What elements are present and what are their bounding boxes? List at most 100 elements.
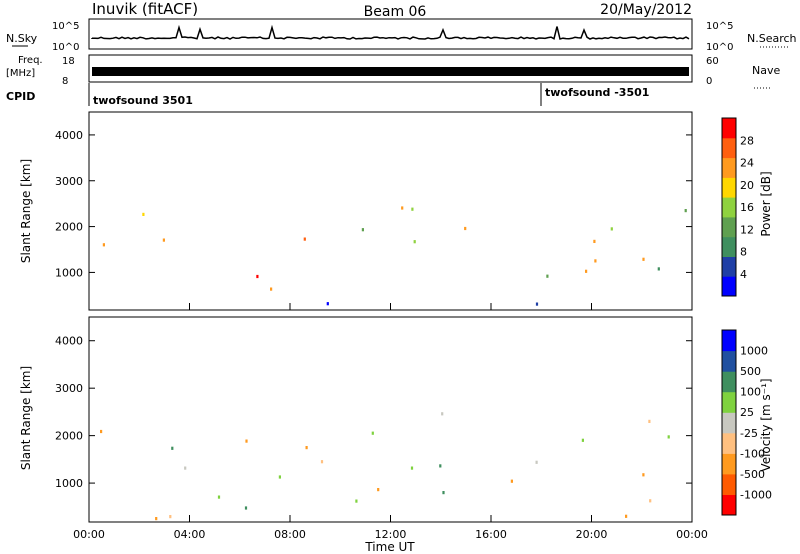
colorbar-swatch [722, 236, 736, 257]
data-cell [464, 226, 467, 231]
data-cell [546, 274, 549, 278]
colorbar-tick-label: -100 [740, 447, 765, 460]
colorbar-tick-label: 12 [740, 223, 754, 236]
colorbar-swatch [722, 330, 736, 352]
colorbar-tick-label: -1000 [740, 488, 772, 501]
colorbar-swatch [722, 453, 736, 475]
data-cell [256, 274, 259, 279]
data-cell [320, 460, 324, 464]
colorbar-tick-label: -500 [740, 468, 765, 481]
data-cell [413, 240, 416, 244]
nave-tick-top: 60 [706, 56, 719, 67]
data-cell [411, 207, 414, 211]
power-panel-frame [88, 111, 693, 311]
velocity-heatmap [100, 412, 670, 521]
data-cell [510, 479, 513, 483]
cpid-segment-2: twofsound -3501 [545, 86, 649, 99]
data-cell [648, 419, 651, 423]
data-cell [245, 439, 248, 443]
data-cell [326, 302, 329, 306]
velocity-y-label: Slant Range [km] [19, 366, 33, 470]
power-colorbar: 28 24 20 16 12 8 4 [721, 117, 754, 297]
colorbar-tick-label: 20 [740, 179, 754, 192]
colorbar-tick-label: 8 [740, 246, 747, 259]
colorbar-swatch [722, 157, 736, 178]
colorbar-tick-label: 28 [740, 134, 754, 147]
data-cell [401, 206, 404, 210]
colorbar-tick-label: 24 [740, 157, 754, 170]
station-title: Inuvik (fitACF) [92, 0, 198, 18]
data-cell [535, 460, 538, 464]
y-tick-label: 3000 [55, 382, 83, 395]
beam-title: Beam 06 [364, 4, 427, 20]
colorbar-tick-label: 4 [740, 268, 747, 281]
data-cell [305, 446, 308, 450]
y-tick-label: 1000 [55, 477, 83, 490]
data-cell [355, 499, 358, 503]
nsky-tick-top: 10^5 [52, 21, 79, 32]
data-cell [102, 243, 105, 247]
data-cell [270, 287, 273, 291]
nsearch-label: N.Search [747, 32, 797, 45]
nsearch-tick-bottom: 10^0 [706, 42, 733, 53]
data-cell [169, 515, 172, 519]
data-cell [278, 475, 281, 479]
colorbar-swatch [722, 412, 736, 434]
data-cell [610, 227, 613, 231]
nsky-label: N.Sky [6, 32, 38, 45]
colorbar-swatch [722, 216, 736, 238]
data-cell [303, 237, 306, 241]
velocity-y-axis: 1000 2000 3000 4000 [55, 335, 692, 490]
data-cell [410, 466, 414, 470]
data-cell [361, 228, 364, 232]
data-cell [142, 212, 145, 216]
data-cell [441, 412, 444, 416]
x-tick-label: 20:00 [576, 528, 608, 541]
freq-tick-bottom: 8 [62, 76, 68, 87]
colorbar-swatch [722, 391, 736, 413]
x-tick-label: 04:00 [174, 528, 206, 541]
colorbar-swatch [722, 494, 736, 516]
colorbar-swatch [722, 137, 736, 159]
colorbar-swatch [722, 118, 736, 139]
x-tick-label: 00:00 [73, 528, 105, 541]
colorbar-swatch [722, 371, 736, 393]
data-cell [171, 446, 174, 450]
power-colorbar-label: Power [dB] [759, 171, 773, 236]
data-cell [649, 499, 652, 503]
nsearch-tick-top: 10^5 [706, 21, 733, 32]
data-cell [162, 238, 165, 242]
time-axis: 00:00 04:00 08:00 12:00 16:00 20:00 00:00 [73, 303, 708, 541]
cpid-label: CPID [6, 90, 35, 103]
time-axis-label: Time UT [364, 540, 415, 554]
colorbar-tick-label: 16 [740, 201, 754, 214]
data-cell [217, 495, 221, 499]
y-tick-label: 2000 [55, 221, 83, 234]
colorbar-tick-label: 1000 [740, 345, 768, 358]
y-tick-label: 4000 [55, 335, 83, 348]
velocity-colorbar-label: Velocity [m s⁻¹] [759, 378, 773, 471]
colorbar-swatch [722, 197, 736, 218]
data-cell [593, 239, 596, 243]
colorbar-swatch [722, 177, 736, 198]
data-cell [642, 257, 645, 261]
y-tick-label: 4000 [55, 129, 83, 142]
data-cell [585, 269, 588, 273]
x-tick-label: 00:00 [676, 528, 708, 541]
data-cell [100, 429, 103, 434]
data-cell [684, 209, 687, 213]
data-cell [439, 464, 442, 468]
velocity-colorbar: 1000 500 100 25 -25 -100 -500 -1000 [721, 329, 772, 516]
data-cell [657, 267, 660, 271]
data-cell [667, 435, 670, 439]
date-title: 20/May/2012 [600, 2, 692, 18]
colorbar-tick-label: 100 [740, 386, 761, 399]
data-cell [594, 259, 597, 263]
power-y-label: Slant Range [km] [19, 159, 33, 263]
colorbar-frame [721, 329, 737, 516]
cpid-segment-1: twofsound 3501 [93, 94, 193, 107]
colorbar-tick-label: 500 [740, 365, 761, 378]
colorbar-swatch [722, 473, 736, 495]
data-cell [535, 302, 539, 306]
freq-tick-top: 18 [62, 56, 75, 67]
